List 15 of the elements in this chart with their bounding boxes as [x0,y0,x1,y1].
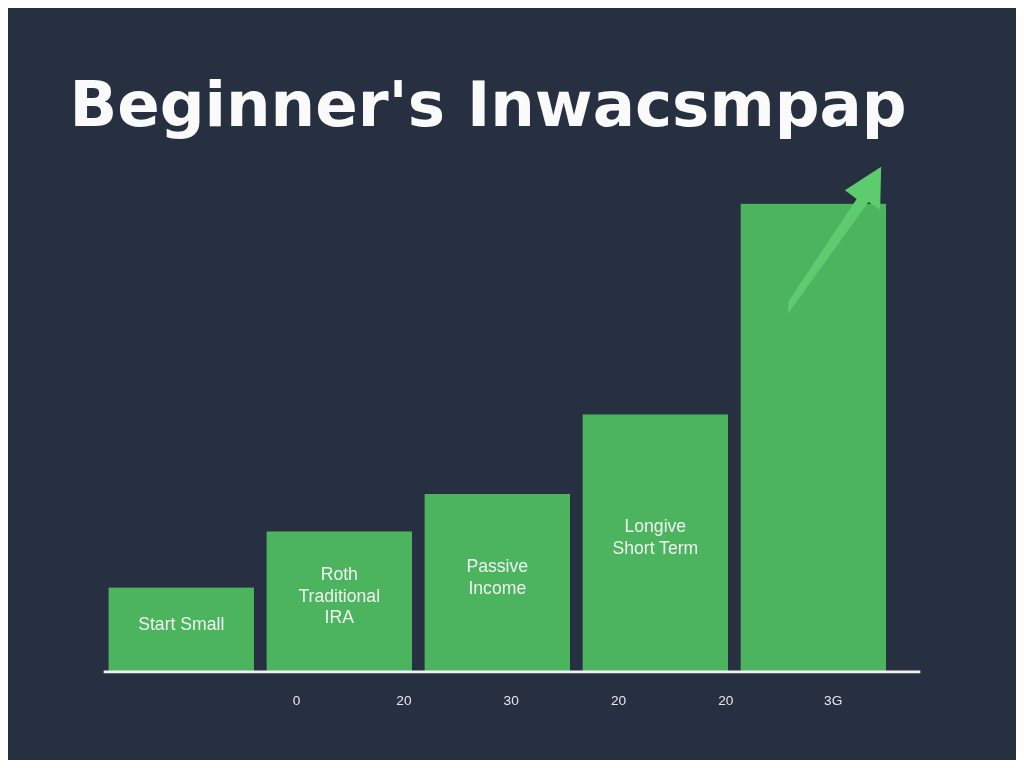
chart-title: Beginner's Inwacsmpap [69,67,907,141]
text: 3G [824,693,843,709]
text: 20 [610,693,627,709]
bar [108,587,254,672]
bar [582,414,729,672]
x-tick-label: Passive Income [466,556,529,598]
bar [424,494,570,672]
text: 20 [396,693,412,709]
text: 30 [503,693,520,709]
text: 0 [292,693,301,709]
x-tick-label: Start Small [138,613,225,634]
text: 20 [718,693,734,709]
x-tick-label: Roth Traditional IRA [298,564,381,628]
x-tick-label: Longive Short Term [612,516,699,558]
bar [266,531,412,672]
